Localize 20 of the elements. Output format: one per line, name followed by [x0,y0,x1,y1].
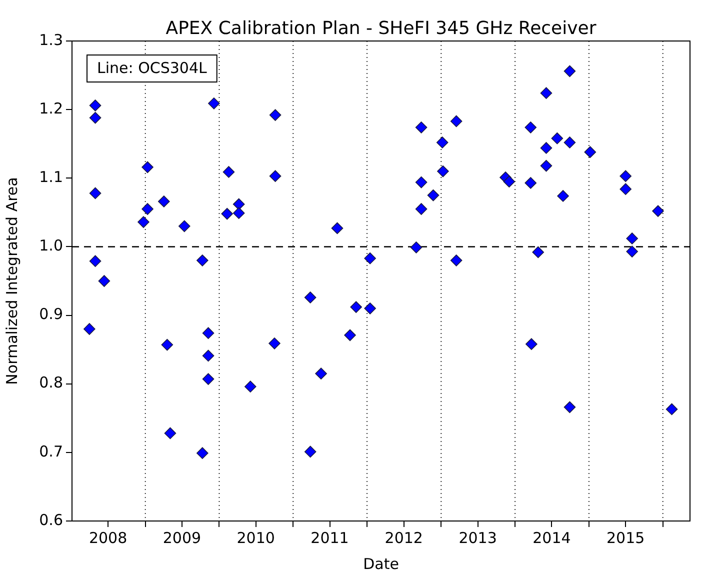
x-tick-label: 2009 [162,528,202,547]
x-tick-label: 2011 [310,528,349,547]
y-tick-label: 0.8 [39,374,63,392]
y-tick-label: 0.9 [39,305,63,324]
x-axis-title: Date [363,554,399,573]
y-tick-label: 0.7 [39,442,63,460]
x-tick-label: 2012 [384,528,423,547]
x-tick-label: 2010 [236,528,275,547]
y-tick-label: 1.2 [39,99,63,118]
y-axis-title: Normalized Integrated Area [2,177,21,385]
y-tick-label: 1.0 [39,236,63,255]
x-tick-label: 2014 [532,528,571,547]
y-tick-label: 1.3 [39,30,63,49]
x-tick-label: 2008 [88,528,128,547]
chart-title: APEX Calibration Plan - SHeFI 345 GHz Receiver [166,18,597,39]
x-tick-label: 2015 [606,528,645,547]
y-tick-label: 0.6 [39,510,63,529]
y-tick-label: 1.1 [39,168,63,186]
x-tick-label: 2013 [458,528,497,547]
annotation: Line: OCS304L [97,58,208,77]
